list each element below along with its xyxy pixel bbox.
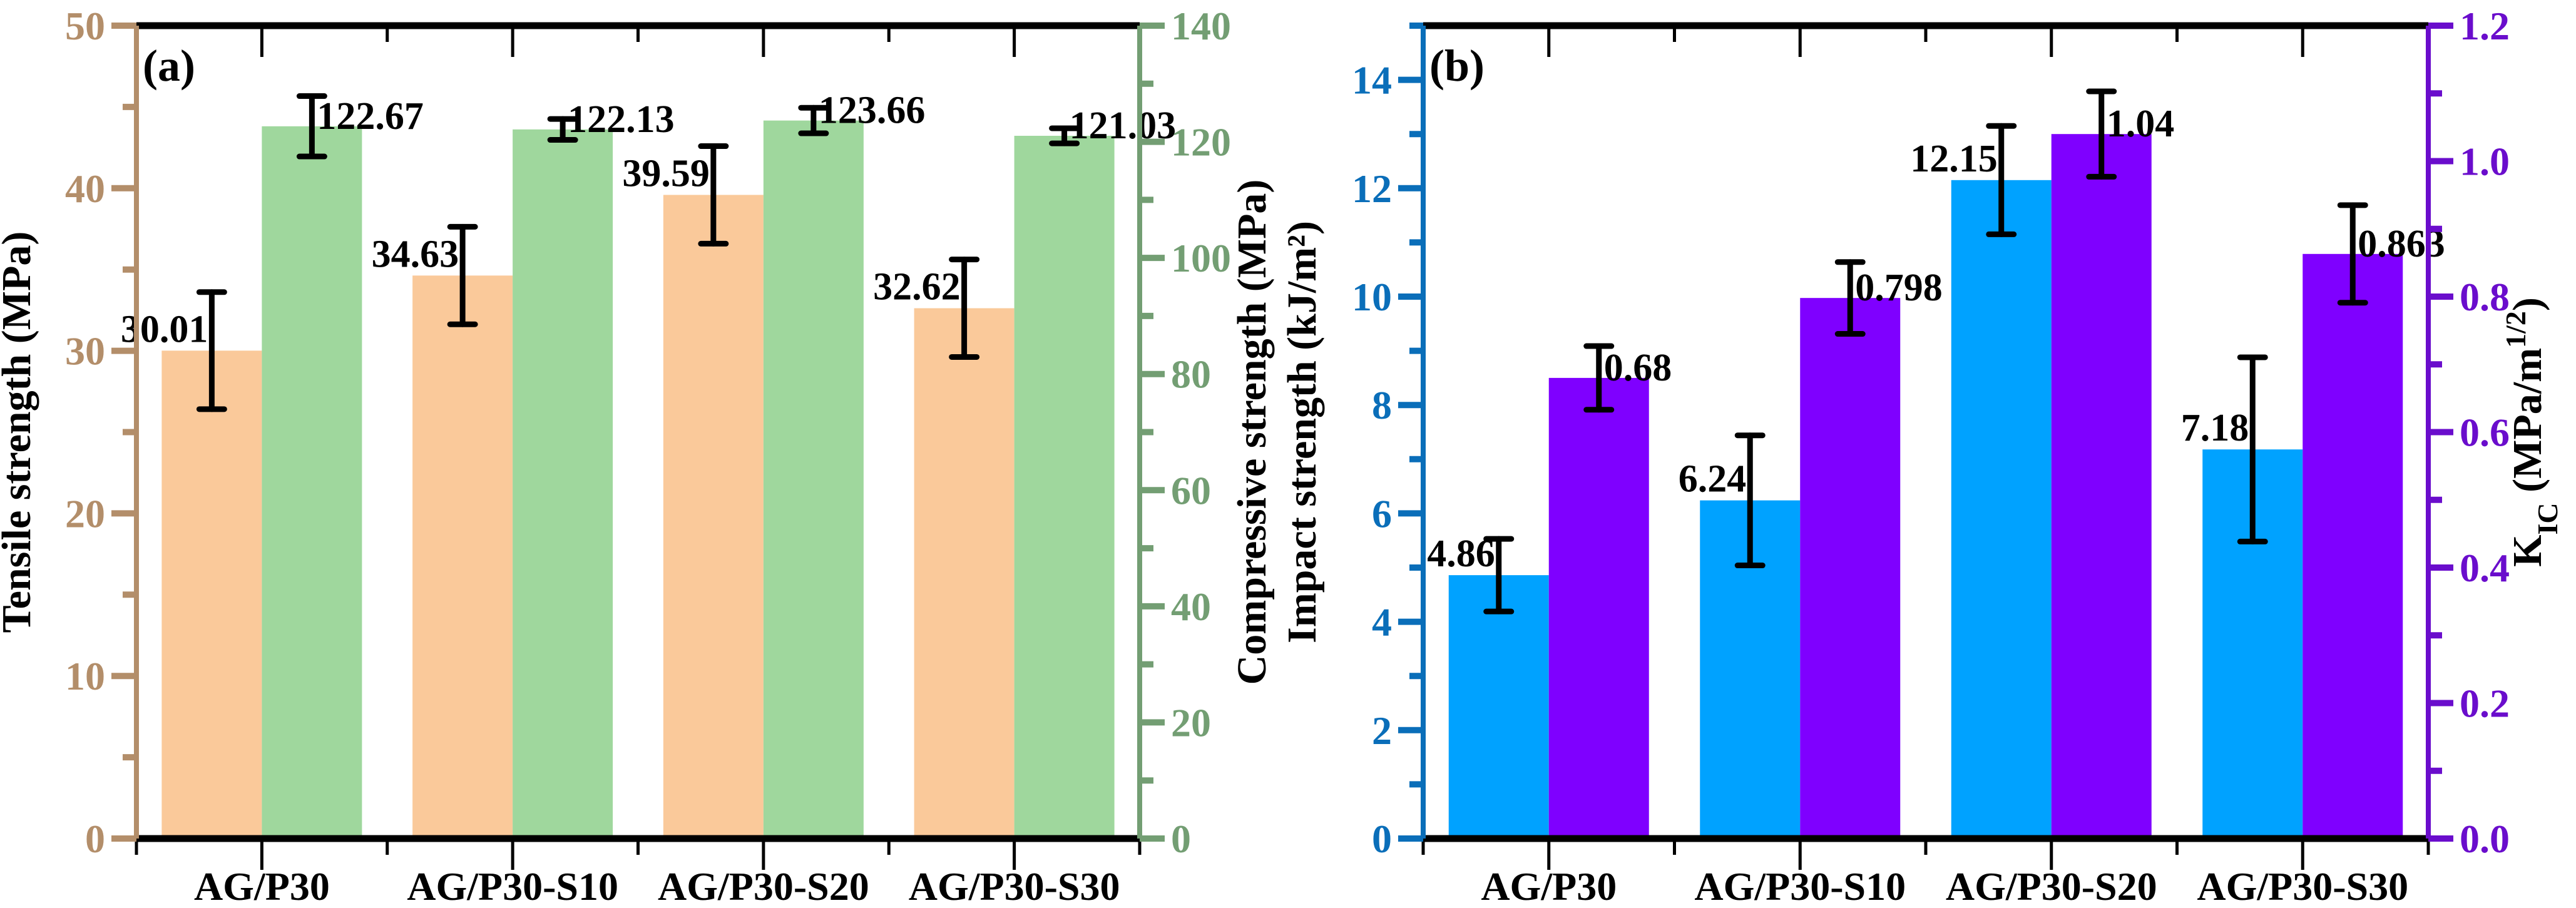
bar-tensile — [161, 350, 262, 839]
x-tick-label: AG/P30 — [194, 864, 330, 908]
error-bar — [698, 143, 729, 247]
error-bar — [798, 105, 829, 136]
right-tick-label: 80 — [1171, 352, 1211, 397]
error-bar — [1986, 123, 2017, 237]
data-label: 39.59 — [622, 152, 710, 195]
axis-title-part: (MPa/m — [2505, 348, 2550, 502]
right-tick-label: 60 — [1171, 468, 1211, 513]
data-label: 122.67 — [317, 95, 424, 138]
panel-label: (b) — [1429, 41, 1485, 91]
x-tick-label: AG/P30-S20 — [658, 864, 869, 908]
data-label: 123.66 — [819, 89, 926, 132]
error-bar — [447, 223, 478, 327]
chart-panel-a: 30.01 34.63 39.59 32.62 122.67 122.13 123.66 12… — [0, 4, 1275, 908]
axis-title-part: K — [2505, 534, 2550, 566]
error-bar — [547, 116, 578, 143]
data-label: 122.13 — [568, 98, 675, 141]
x-tick-label: AG/P30-S20 — [1946, 864, 2157, 908]
bar-kic — [1548, 377, 1649, 839]
data-label: 7.18 — [2181, 407, 2249, 449]
data-label: 6.24 — [1679, 458, 1747, 501]
left-tick-label: 40 — [65, 166, 105, 211]
error-bar — [1734, 432, 1766, 569]
x-tick-label: AG/P30-S30 — [909, 864, 1120, 908]
right-tick-label: 0.6 — [2460, 411, 2510, 455]
error-bar — [2337, 202, 2368, 306]
right-axis-title: KIC (MPa/m1/2) — [2500, 297, 2563, 567]
left-tick-label: 30 — [65, 329, 105, 374]
left-tick-label: 50 — [65, 4, 105, 48]
bar-compressive — [262, 126, 362, 839]
right-tick-label: 1.0 — [2460, 140, 2510, 184]
right-tick-label: 0.0 — [2460, 817, 2510, 861]
right-axis-title: Compressive strength (MPa) — [1229, 180, 1275, 685]
error-bar — [1049, 125, 1080, 146]
left-tick-label: 14 — [1352, 58, 1392, 103]
right-tick-label: 0.4 — [2460, 546, 2510, 590]
bar-compressive — [513, 129, 613, 839]
error-bar — [296, 93, 327, 160]
right-tick-label: 140 — [1171, 4, 1231, 48]
left-tick-label: 8 — [1372, 383, 1392, 427]
bar-compressive — [1014, 136, 1115, 839]
bar-impact — [1951, 180, 2052, 839]
axis-title-part: 1/2 — [2500, 311, 2532, 348]
right-tick-label: 0.8 — [2460, 275, 2510, 319]
error-bar — [949, 257, 980, 360]
right-tick-label: 1.2 — [2460, 4, 2510, 48]
chart-panel-b: 4.866.2412.157.180.680.7981.040.863AG/P3… — [1279, 4, 2563, 908]
bar-kic — [2051, 134, 2152, 839]
x-tick-label: AG/P30-S10 — [407, 864, 618, 908]
x-tick-label: AG/P30 — [1481, 864, 1617, 908]
bar-kic — [2303, 253, 2403, 839]
bar-impact — [1448, 575, 1549, 839]
left-axis-title: Impact strength (kJ/m²) — [1279, 221, 1325, 643]
right-tick-label: 0 — [1171, 817, 1191, 861]
bar-tensile — [663, 195, 764, 839]
right-tick-label: 40 — [1171, 584, 1211, 629]
data-label: 1.04 — [2107, 103, 2175, 145]
data-label: 32.62 — [873, 266, 961, 309]
left-tick-label: 10 — [1352, 275, 1392, 319]
data-label: 0.68 — [1604, 347, 1672, 389]
axis-title-part: ) — [2505, 297, 2550, 311]
left-tick-label: 12 — [1352, 166, 1392, 211]
left-tick-label: 0 — [1372, 817, 1392, 861]
axis-title-part: IC — [2532, 502, 2563, 534]
right-tick-label: 20 — [1171, 700, 1211, 745]
x-tick-label: AG/P30-S10 — [1694, 864, 1906, 908]
left-tick-label: 0 — [85, 817, 105, 861]
error-bar — [1583, 343, 1615, 413]
error-bar — [1834, 259, 1866, 337]
left-tick-label: 10 — [65, 654, 105, 698]
x-tick-label: AG/P30-S30 — [2197, 864, 2408, 908]
bar-kic — [1800, 298, 1901, 839]
data-label: 4.86 — [1427, 533, 1495, 575]
left-tick-label: 20 — [65, 491, 105, 536]
left-axis-title: Tensile strength (MPa) — [0, 232, 39, 633]
data-label: 0.798 — [1855, 267, 1943, 309]
error-bar — [196, 289, 227, 412]
data-label: 30.01 — [121, 308, 208, 350]
data-label: 12.15 — [1910, 138, 1998, 180]
error-bar — [1483, 536, 1515, 615]
right-tick-label: 0.2 — [2460, 681, 2510, 726]
panel-label: (a) — [143, 41, 195, 91]
error-bar — [2086, 88, 2117, 180]
bar-tensile — [412, 275, 513, 839]
left-tick-label: 2 — [1372, 708, 1392, 753]
left-tick-label: 4 — [1372, 600, 1392, 645]
right-tick-label: 120 — [1171, 120, 1231, 165]
error-bar — [2237, 354, 2268, 544]
bar-tensile — [914, 308, 1015, 839]
bar-compressive — [763, 120, 864, 839]
data-label: 34.63 — [372, 233, 459, 275]
left-tick-label: 6 — [1372, 491, 1392, 536]
right-tick-label: 100 — [1171, 236, 1231, 280]
